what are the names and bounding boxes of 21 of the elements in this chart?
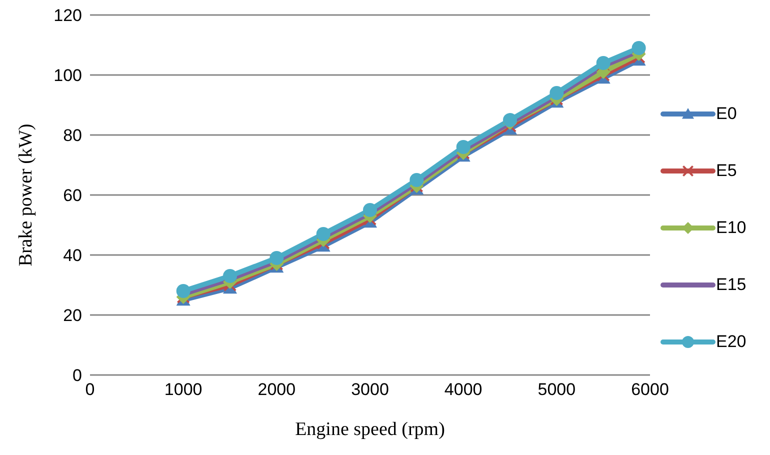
x-tick-label: 6000 bbox=[631, 380, 669, 400]
y-tick-label: 60 bbox=[63, 186, 82, 206]
x-tick-label: 4000 bbox=[444, 380, 482, 400]
x-axis-title: Engine speed (rpm) bbox=[295, 419, 445, 440]
legend-label: E20 bbox=[716, 332, 746, 352]
x-tick-label: 0 bbox=[85, 380, 95, 400]
legend-label: E15 bbox=[716, 274, 746, 294]
legend-label: E10 bbox=[716, 218, 746, 238]
y-tick-label: 100 bbox=[54, 66, 82, 86]
legend-label: E5 bbox=[716, 160, 737, 180]
y-axis-title: Brake power (kW) bbox=[16, 124, 37, 266]
y-tick-label: 80 bbox=[63, 126, 82, 146]
legend-label: E0 bbox=[716, 104, 737, 124]
x-tick-label: 3000 bbox=[351, 380, 389, 400]
x-tick-label: 1000 bbox=[164, 380, 202, 400]
y-tick-label: 20 bbox=[63, 306, 82, 326]
x-tick-label: 2000 bbox=[258, 380, 296, 400]
y-tick-label: 120 bbox=[54, 6, 82, 26]
x-tick-label: 5000 bbox=[538, 380, 576, 400]
y-tick-label: 40 bbox=[63, 246, 82, 266]
y-tick-label: 0 bbox=[72, 366, 82, 386]
